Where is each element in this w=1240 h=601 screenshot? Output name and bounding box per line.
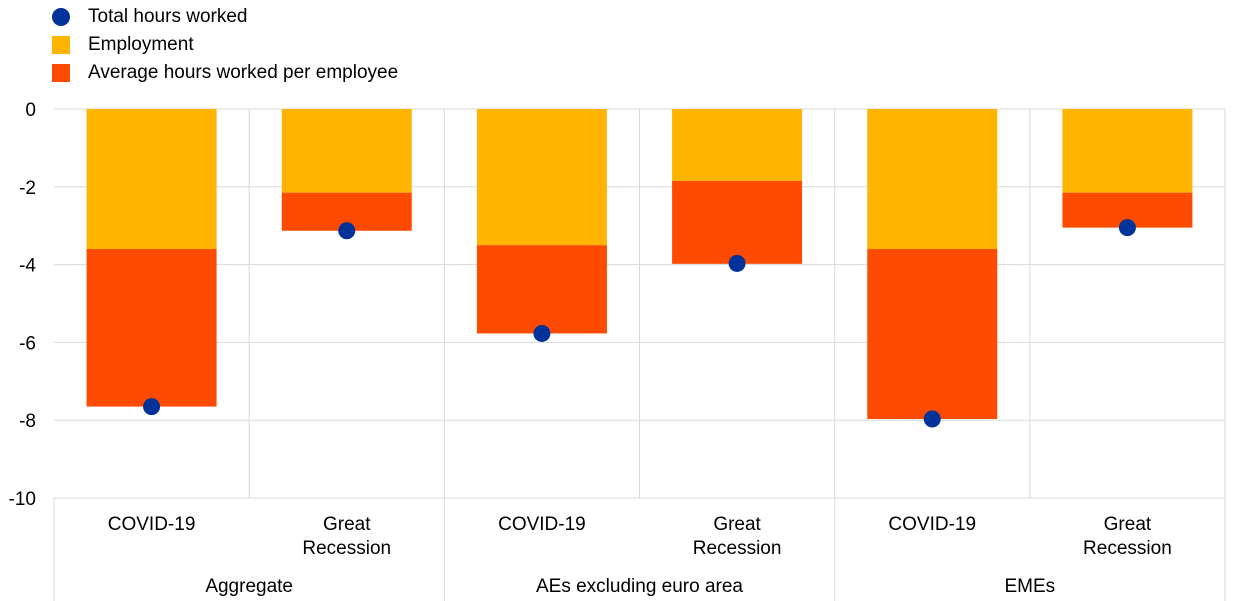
y-tick-label: -10: [9, 489, 36, 510]
bar-avg-hours: [86, 249, 217, 407]
dot-total-hours: [728, 254, 746, 272]
bar-avg-hours: [476, 245, 607, 334]
bar-employment: [86, 109, 217, 250]
y-tick-label: -2: [19, 178, 36, 199]
legend-swatch-avg-hours: [52, 64, 70, 82]
bar-employment: [476, 109, 607, 246]
group-label: EMEs: [1004, 576, 1055, 597]
x-tick-label: Great Recession: [1083, 514, 1172, 559]
group-label: AEs excluding euro area: [536, 576, 743, 597]
bar-avg-hours: [867, 249, 998, 420]
y-tick-label: -4: [19, 256, 36, 277]
x-tick-label: COVID-19: [888, 514, 976, 535]
bar-employment: [281, 109, 412, 193]
group-label: Aggregate: [205, 576, 293, 597]
legend-item-total-hours: Total hours worked: [52, 3, 398, 31]
legend: Total hours worked Employment Average ho…: [52, 3, 398, 87]
dot-total-hours: [533, 324, 551, 342]
x-tick-label: Great Recession: [693, 514, 782, 559]
x-tick-label: COVID-19: [108, 514, 196, 535]
legend-label-avg-hours: Average hours worked per employee: [88, 62, 399, 83]
bar-employment: [672, 109, 803, 181]
x-tick-label: COVID-19: [498, 514, 586, 535]
bar-employment: [867, 109, 998, 250]
legend-label-employment: Employment: [88, 34, 194, 55]
legend-swatch-employment: [52, 36, 70, 54]
bar-avg-hours: [672, 180, 803, 264]
bar-employment: [1062, 109, 1193, 193]
y-tick-label: -6: [19, 333, 36, 354]
dot-total-hours: [143, 398, 161, 416]
dot-total-hours: [1118, 219, 1136, 237]
legend-item-avg-hours: Average hours worked per employee: [52, 59, 398, 87]
y-tick-label: -8: [19, 411, 36, 432]
legend-dot-total-hours: [52, 8, 70, 26]
dot-total-hours: [338, 222, 356, 240]
legend-label-total-hours: Total hours worked: [88, 6, 248, 27]
dot-total-hours: [923, 410, 941, 428]
x-tick-label: Great Recession: [302, 514, 391, 559]
legend-item-employment: Employment: [52, 31, 398, 59]
y-tick-label: 0: [25, 100, 36, 121]
